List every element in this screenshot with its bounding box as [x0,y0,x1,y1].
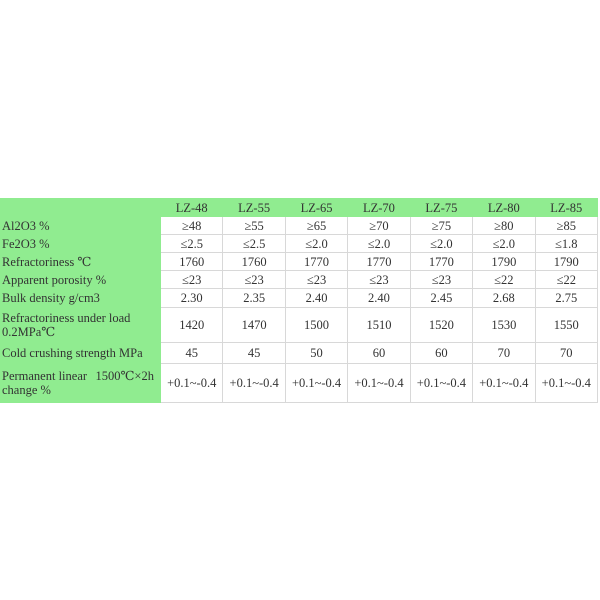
table-cell: 45 [159,342,224,364]
table-cell: 1530 [472,307,536,343]
table-cell: 2.40 [347,288,411,308]
table-cell: 1760 [159,252,224,271]
row-label: Cold crushing strength MPa [0,342,161,364]
table-cell: 1420 [159,307,224,343]
column-header: LZ-80 [472,198,536,217]
row-label: Fe2O3 % [0,234,161,253]
table-cell: ≥80 [472,216,536,235]
row-label-wrap: Permanent linear change % 1500℃×2h [2,369,158,397]
row-label-condition: 1500℃×2h [95,369,154,383]
table-cell: 50 [284,342,349,364]
table-cell: ≤22 [472,270,536,289]
table-cell: 1790 [534,252,599,271]
specs-table: LZ-48 LZ-55 LZ-65 LZ-70 LZ-75 LZ-80 LZ-85 Al2O3… [0,198,599,403]
column-header: LZ-48 [159,198,224,217]
table-cell: 1520 [409,307,474,343]
table-cell: 2.68 [472,288,536,308]
table-cell: ≥55 [222,216,286,235]
table-row: Bulk density g/cm3 2.30 2.35 2.40 2.40 2.45 2.… [0,288,599,308]
table-row: Permanent linear change % 1500℃×2h +0.1~-0… [0,363,599,403]
table-cell: ≤23 [284,270,349,289]
row-label-text: Permanent linear change % [2,369,88,397]
table-row: Cold crushing strength MPa 45 45 50 60 60 70 70 [0,342,599,364]
row-label-text: Fe2O3 % [2,236,50,251]
table-cell: ≤23 [222,270,286,289]
table-cell: ≤2.0 [347,234,411,253]
row-label: Bulk density g/cm3 [0,288,161,308]
corner-cell [0,198,161,217]
table-row: Apparent porosity % ≤23 ≤23 ≤23 ≤23 ≤23 ≤22 ≤22 [0,270,599,289]
table-cell: ≤22 [534,270,599,289]
row-label-text: Refractoriness under load 0.2MPa℃ [2,311,131,339]
table-cell: ≤2.5 [159,234,224,253]
table-cell: ≥48 [159,216,224,235]
header-row: LZ-48 LZ-55 LZ-65 LZ-70 LZ-75 LZ-80 LZ-85 [0,198,599,217]
table-cell: 1550 [534,307,599,343]
column-header: LZ-85 [534,198,599,217]
table-cell: 2.40 [284,288,349,308]
table-cell: ≤2.0 [472,234,536,253]
table-cell: ≤23 [409,270,474,289]
row-label-text: Al2O3 % [2,218,50,233]
row-label: Refractoriness ℃ [0,252,161,271]
column-header: LZ-55 [222,198,286,217]
table-cell: ≤23 [347,270,411,289]
row-label-text: Apparent porosity % [2,272,107,287]
table-cell: +0.1~-0.4 [409,363,474,403]
table-cell: 70 [472,342,536,364]
row-label: Apparent porosity % [0,270,161,289]
row-label: Al2O3 % [0,216,161,235]
table-cell: 1470 [222,307,286,343]
table-row: Al2O3 % ≥48 ≥55 ≥65 ≥70 ≥75 ≥80 ≥85 [0,216,599,235]
table-cell: 2.35 [222,288,286,308]
table-cell: ≤2.0 [409,234,474,253]
table-cell: 70 [534,342,599,364]
row-label-text: Bulk density g/cm3 [2,291,100,305]
row-label: Refractoriness under load 0.2MPa℃ [0,307,161,343]
table-cell: 60 [347,342,411,364]
table-cell: ≤2.0 [284,234,349,253]
table-cell: +0.1~-0.4 [347,363,411,403]
table-cell: 1790 [472,252,536,271]
table-cell: 60 [409,342,474,364]
table-cell: ≥70 [347,216,411,235]
column-header: LZ-70 [347,198,411,217]
table-cell: 2.30 [159,288,224,308]
column-header: LZ-65 [284,198,349,217]
table-cell: +0.1~-0.4 [222,363,286,403]
table-cell: 1760 [222,252,286,271]
column-header: LZ-75 [409,198,474,217]
table-cell: 45 [222,342,286,364]
table-cell: 2.75 [534,288,599,308]
table-cell: +0.1~-0.4 [284,363,349,403]
row-label: Permanent linear change % 1500℃×2h [0,363,161,403]
table-cell: 1500 [284,307,349,343]
table-cell: ≥75 [409,216,474,235]
table-row: Refractoriness under load 0.2MPa℃ 1420 147… [0,307,599,343]
table-cell: ≤1.8 [534,234,599,253]
table-cell: 1510 [347,307,411,343]
table-cell: ≤2.5 [222,234,286,253]
table-cell: +0.1~-0.4 [472,363,536,403]
table-cell: ≤23 [159,270,224,289]
table-cell: 1770 [284,252,349,271]
table-cell: 1770 [347,252,411,271]
table-cell: +0.1~-0.4 [534,363,599,403]
row-label-text: Refractoriness ℃ [2,254,92,269]
table-cell: +0.1~-0.4 [159,363,224,403]
table-row: Fe2O3 % ≤2.5 ≤2.5 ≤2.0 ≤2.0 ≤2.0 ≤2.0 ≤1.8 [0,234,599,253]
table-row: Refractoriness ℃ 1760 1760 1770 1770 1770 1790… [0,252,599,271]
row-label-text: Cold crushing strength MPa [2,346,143,360]
table-cell: ≥85 [534,216,599,235]
table-cell: 1770 [409,252,474,271]
table-cell: 2.45 [409,288,474,308]
table-cell: ≥65 [284,216,349,235]
